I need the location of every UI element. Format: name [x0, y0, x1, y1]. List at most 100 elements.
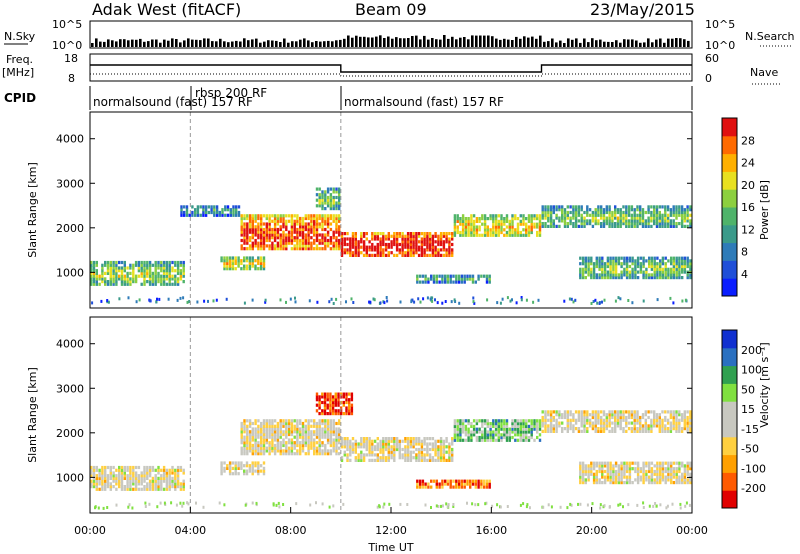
heatmap-cell — [563, 219, 567, 223]
heatmap-cell — [655, 224, 659, 228]
heatmap-cell — [265, 438, 268, 442]
heatmap-cell — [137, 482, 141, 486]
heatmap-cell — [445, 458, 448, 462]
heatmap-cell — [95, 468, 98, 472]
heatmap-cell — [442, 240, 446, 244]
heatmap-cell — [234, 469, 237, 473]
heatmap-cell — [459, 222, 462, 226]
heatmap-cell — [442, 232, 446, 236]
heatmap-cell — [421, 280, 425, 284]
heatmap-cell — [154, 271, 157, 275]
heatmap-cell — [431, 234, 435, 238]
heatmap-cell — [243, 464, 246, 468]
heatmap-cell — [654, 502, 657, 505]
heatmap-cell — [338, 430, 341, 434]
heatmap-cell — [257, 259, 260, 263]
heatmap-cell — [442, 245, 446, 249]
heatmap-cell — [686, 276, 689, 280]
heatmap-cell — [157, 476, 160, 480]
heatmap-cell — [293, 219, 296, 223]
heatmap-cell — [338, 452, 341, 456]
heatmap-cell — [611, 413, 614, 417]
heatmap-cell — [132, 266, 135, 270]
heatmap-cell — [362, 442, 366, 446]
heatmap-cell — [154, 474, 157, 478]
heatmap-cell — [379, 248, 382, 252]
heatmap-cell — [296, 222, 299, 226]
heatmap-cell — [497, 230, 500, 235]
heatmap-cell — [423, 234, 426, 238]
heatmap-cell — [326, 421, 330, 426]
heatmap-cell — [304, 236, 307, 240]
heatmap-cell — [530, 230, 533, 235]
heatmap-cell — [664, 213, 667, 217]
heatmap-cell — [611, 410, 614, 414]
heatmap-cell — [165, 468, 169, 472]
heatmap-cell — [520, 298, 523, 302]
heatmap-cell — [146, 482, 149, 486]
heatmap-cell — [631, 481, 634, 485]
heatmap-cell — [101, 271, 104, 275]
heatmap-cell — [376, 453, 379, 457]
heatmap-cell — [307, 227, 310, 232]
heatmap-cell — [323, 398, 327, 402]
heatmap-cell — [478, 217, 481, 221]
heatmap-cell — [452, 479, 455, 483]
heatmap-cell — [533, 422, 536, 426]
heatmap-cell — [661, 464, 665, 468]
heatmap-cell — [285, 219, 288, 223]
colorbar-swatch — [722, 224, 737, 244]
heatmap-cell — [572, 208, 575, 212]
heatmap-cell — [123, 277, 126, 281]
colorbar-swatch — [722, 454, 737, 473]
heatmap-cell — [650, 481, 654, 485]
heatmap-cell — [525, 424, 528, 428]
heatmap-cell — [672, 424, 675, 428]
heatmap-cell — [324, 207, 327, 211]
heatmap-cell — [246, 227, 249, 232]
heatmap-cell — [681, 472, 684, 476]
heatmap-cell — [538, 422, 542, 426]
heatmap-cell — [415, 439, 418, 443]
heatmap-cell — [251, 464, 254, 468]
heatmap-cell — [455, 479, 458, 483]
heatmap-cell — [609, 273, 612, 277]
heatmap-cell — [666, 208, 670, 212]
heatmap-cell — [672, 264, 676, 269]
heatmap-cell — [245, 472, 249, 476]
heatmap-cell — [223, 503, 226, 507]
heatmap-cell — [591, 427, 595, 431]
heatmap-cell — [572, 224, 575, 228]
heatmap-cell — [437, 237, 440, 241]
heatmap-cell — [530, 427, 533, 431]
heatmap-cell — [516, 438, 520, 442]
heatmap-cell — [104, 476, 107, 480]
heatmap-cell — [176, 263, 180, 267]
heatmap-cell — [273, 238, 277, 243]
heatmap-cell — [329, 435, 333, 439]
heatmap-cell — [129, 266, 132, 270]
heatmap-cell — [146, 485, 149, 489]
heatmap-cell — [350, 395, 354, 399]
heatmap-cell — [661, 267, 665, 271]
heatmap-cell — [647, 222, 650, 226]
heatmap-cell — [508, 225, 511, 229]
heatmap-cell — [92, 269, 96, 273]
heatmap-cell — [574, 208, 578, 212]
heatmap-cell — [639, 262, 643, 266]
heatmap-cell — [203, 299, 206, 303]
heatmap-cell — [107, 300, 110, 304]
heatmap-cell — [614, 475, 618, 479]
heatmap-cell — [248, 214, 252, 218]
heatmap-cell — [240, 438, 243, 442]
heatmap-cell — [232, 208, 235, 212]
heatmap-cell — [324, 190, 327, 194]
heatmap-cell — [469, 274, 472, 278]
heatmap-cell — [527, 219, 531, 223]
heatmap-cell — [579, 502, 582, 506]
heatmap-cell — [445, 248, 448, 252]
heatmap-cell — [243, 452, 246, 456]
heatmap-cell — [445, 450, 448, 454]
heatmap-cell — [441, 504, 444, 508]
heatmap-cell — [243, 430, 246, 434]
